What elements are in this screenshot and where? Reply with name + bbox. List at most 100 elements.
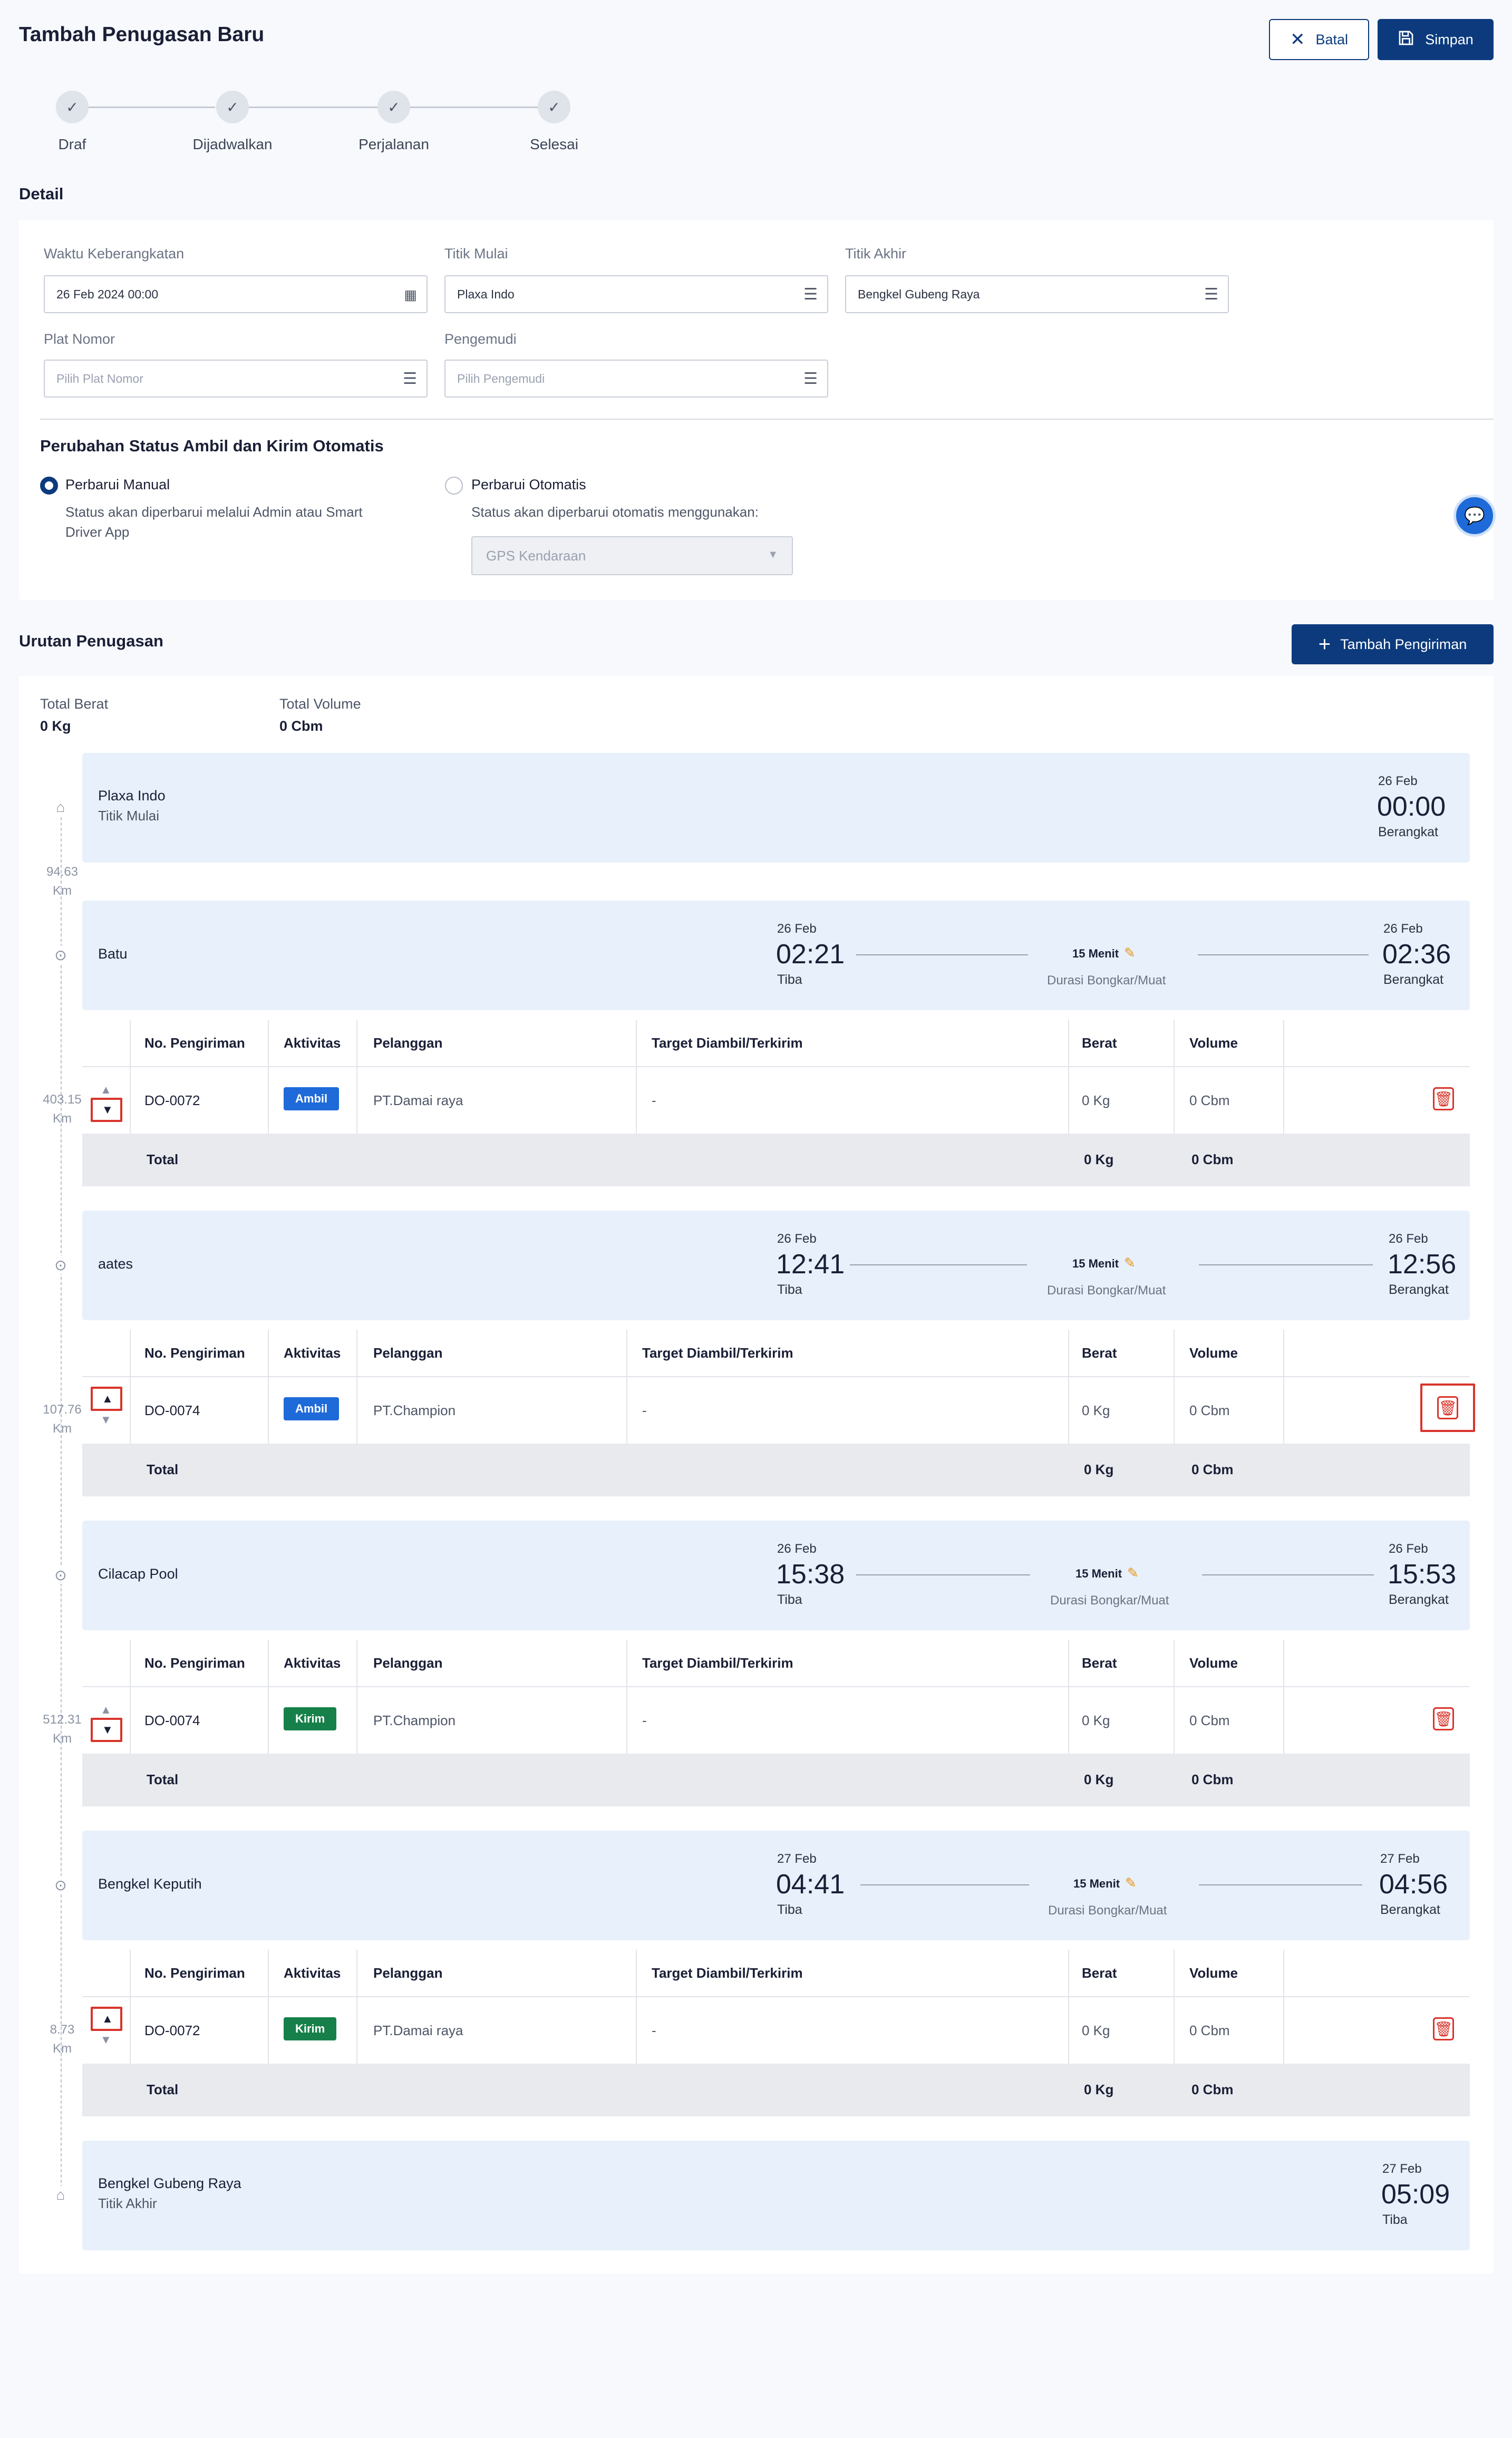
duration-line xyxy=(856,954,1028,955)
total-volume: 0 Cbm xyxy=(1191,1462,1234,1477)
dep-cap: Berangkat xyxy=(1380,1902,1440,1917)
step-draf-check-icon: ✓ xyxy=(56,91,89,123)
step-label-perjalanan: Perjalanan xyxy=(358,136,429,152)
move-up-highlight[interactable]: ▲ xyxy=(91,2007,122,2031)
radio-manual[interactable] xyxy=(40,477,58,495)
total-weight: 0 Kg xyxy=(1084,1462,1114,1477)
step-selesai-check-icon: ✓ xyxy=(538,91,570,123)
add-shipment-label: Tambah Pengiriman xyxy=(1340,636,1467,652)
arr-time: 12:41 xyxy=(776,1249,845,1280)
distance-label: 107.76 Km xyxy=(37,1400,88,1438)
radio-auto-label: Perbarui Otomatis xyxy=(471,477,586,492)
route-timeline xyxy=(61,812,62,2193)
stop-pin-icon: ⊙ xyxy=(52,1566,70,1584)
arr-cap: Tiba xyxy=(1382,2212,1408,2227)
move-down-highlight[interactable]: ▼ xyxy=(91,1718,122,1742)
page-title: Tambah Penugasan Baru xyxy=(19,23,265,46)
auto-desc: Status akan diperbarui otomatis mengguna… xyxy=(471,504,759,520)
customer: PT.Champion xyxy=(373,1713,456,1728)
stop-pin-icon: ⊙ xyxy=(52,1876,70,1894)
th-berat: Berat xyxy=(1082,1965,1117,1981)
chat-icon[interactable]: 💬 xyxy=(1453,495,1496,537)
move-up-icon: ▲ xyxy=(102,1392,113,1405)
add-shipment-button[interactable]: + Tambah Pengiriman xyxy=(1292,624,1494,664)
trash-icon[interactable]: 🗑 xyxy=(1437,1396,1458,1419)
th-pelanggan: Pelanggan xyxy=(373,1034,443,1051)
shipment-no[interactable]: DO-0072 xyxy=(144,1092,200,1108)
delete-highlight xyxy=(1420,1384,1475,1432)
stop-name: Bengkel Keputih xyxy=(98,1876,202,1892)
duration[interactable]: 15 Menit ✎ xyxy=(1072,945,1136,961)
distance-value: 8.73 xyxy=(50,2023,75,2037)
trash-icon[interactable]: 🗑 xyxy=(1433,1087,1454,1110)
total-row: Total 0 Kg 0 Cbm xyxy=(82,1444,1470,1496)
target: - xyxy=(642,1402,647,1418)
menu-icon: ☰ xyxy=(803,370,818,388)
stop-cilacap-pool: Cilacap Pool 26 Feb 15:38 Tiba 15 Menit ✎… xyxy=(82,1521,1470,1630)
duration[interactable]: 15 Menit ✎ xyxy=(1073,1875,1137,1891)
move-up-icon[interactable]: ▲ xyxy=(100,1703,112,1716)
total-volume: 0 Cbm xyxy=(1191,1152,1234,1167)
cancel-button[interactable]: ✕ Batal xyxy=(1269,19,1369,60)
total-label: Total xyxy=(147,1462,179,1477)
distance-label: 8.73 Km xyxy=(37,2020,88,2058)
th-volume: Volume xyxy=(1189,1965,1238,1981)
save-button[interactable]: Simpan xyxy=(1378,19,1494,60)
move-down-highlight[interactable]: ▼ xyxy=(91,1098,122,1122)
trash-icon[interactable]: 🗑 xyxy=(1433,2017,1454,2040)
th-aktivitas: Aktivitas xyxy=(284,1034,341,1051)
duration[interactable]: 15 Menit ✎ xyxy=(1075,1565,1139,1581)
target: - xyxy=(642,1713,647,1728)
th-berat: Berat xyxy=(1082,1034,1117,1051)
menu-icon: ☰ xyxy=(403,370,417,388)
th-target: Target Diambil/Terkirim xyxy=(652,1965,803,1981)
arr-time: 02:21 xyxy=(776,939,845,970)
divider xyxy=(40,419,1494,420)
customer: PT.Damai raya xyxy=(373,1092,463,1108)
shipment-no[interactable]: DO-0074 xyxy=(144,1713,200,1728)
plate-select[interactable]: Pilih Plat Nomor ☰ xyxy=(44,360,428,398)
departure-date-input[interactable]: 26 Feb 2024 00:00 ▦ xyxy=(44,275,428,313)
distance-label: 403.15 Km xyxy=(37,1090,88,1128)
move-down-icon[interactable]: ▼ xyxy=(100,2033,112,2046)
arr-time: 05:09 xyxy=(1381,2179,1450,2210)
pencil-icon[interactable]: ✎ xyxy=(1124,1255,1136,1271)
volume: 0 Cbm xyxy=(1189,1402,1230,1418)
step-perjalanan-check-icon: ✓ xyxy=(377,91,410,123)
shipment-table-keputih: No. Pengiriman Aktivitas Pelanggan Targe… xyxy=(82,1950,1470,2116)
departure-value: 26 Feb 2024 00:00 xyxy=(56,287,159,301)
driver-placeholder: Pilih Pengemudi xyxy=(457,371,545,385)
duration-line xyxy=(856,1574,1030,1575)
duration[interactable]: 15 Menit ✎ xyxy=(1072,1255,1136,1271)
cancel-label: Batal xyxy=(1315,31,1349,47)
move-up-highlight[interactable]: ▲ xyxy=(91,1387,122,1411)
move-up-icon[interactable]: ▲ xyxy=(100,1083,112,1096)
end-point-select[interactable]: Bengkel Gubeng Raya ☰ xyxy=(845,275,1229,313)
th-no: No. Pengiriman xyxy=(144,1034,245,1051)
volume: 0 Cbm xyxy=(1189,1713,1230,1728)
end-point-value: Bengkel Gubeng Raya xyxy=(858,287,980,301)
driver-select[interactable]: Pilih Pengemudi ☰ xyxy=(444,360,828,398)
dep-cap: Berangkat xyxy=(1389,1592,1449,1607)
weight: 0 Kg xyxy=(1082,1402,1110,1418)
radio-auto[interactable] xyxy=(445,477,463,495)
shipment-no[interactable]: DO-0072 xyxy=(144,2023,200,2038)
trash-icon[interactable]: 🗑 xyxy=(1433,1707,1454,1730)
start-point-value: Plaxa Indo xyxy=(457,287,515,301)
duration-line xyxy=(850,1264,1027,1265)
move-down-icon[interactable]: ▼ xyxy=(100,1413,112,1426)
pencil-icon[interactable]: ✎ xyxy=(1127,1565,1139,1581)
duration-cap: Durasi Bongkar/Muat xyxy=(1047,1283,1166,1298)
stop-batu: Batu 26 Feb 02:21 Tiba 15 Menit ✎ Durasi … xyxy=(82,901,1470,1010)
start-point-select[interactable]: Plaxa Indo ☰ xyxy=(444,275,828,313)
step-dijadwalkan-check-icon: ✓ xyxy=(216,91,249,123)
dep-time: 15:53 xyxy=(1388,1559,1457,1590)
pencil-icon[interactable]: ✎ xyxy=(1124,945,1136,961)
pencil-icon[interactable]: ✎ xyxy=(1125,1875,1137,1891)
th-no: No. Pengiriman xyxy=(144,1655,245,1671)
weight: 0 Kg xyxy=(1082,2023,1110,2038)
th-target: Target Diambil/Terkirim xyxy=(642,1344,793,1361)
shipment-no[interactable]: DO-0074 xyxy=(144,1402,200,1418)
volume: 0 Cbm xyxy=(1189,2023,1230,2038)
